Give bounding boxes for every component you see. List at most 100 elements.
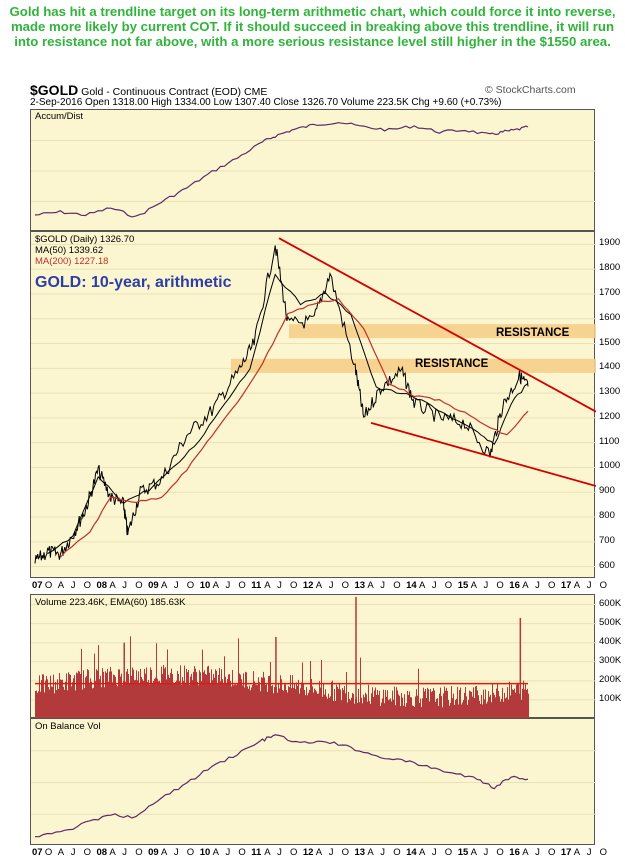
volume-bar [209, 672, 210, 719]
volume-bar [268, 676, 269, 719]
accum-dist-panel: Accum/Dist [30, 109, 596, 231]
volume-bar [281, 679, 282, 719]
volume-bar [462, 702, 463, 719]
volume-bar [383, 689, 384, 719]
x-tick-label: J [380, 580, 386, 591]
instrument-name: Gold - Continuous Contract (EOD) [81, 86, 242, 98]
y-tick-label: 1400 [599, 361, 621, 373]
volume-bar [95, 680, 96, 719]
volume-bar [375, 687, 376, 719]
volume-bar [35, 690, 36, 719]
volume-bar [49, 689, 50, 719]
volume-bar [200, 672, 201, 719]
volume-bar [132, 667, 133, 719]
volume-bar [273, 693, 274, 719]
y-tick-label: 1100 [599, 435, 620, 447]
y-tick-label: 1500 [599, 336, 621, 348]
volume-bar [171, 668, 172, 719]
volume-spike [355, 596, 357, 719]
volume-bar [111, 671, 112, 719]
volume-bar [224, 656, 225, 719]
volume-bar [407, 690, 408, 719]
volume-bar [352, 693, 353, 719]
volume-bar [129, 683, 130, 719]
obv-label: On Balance Vol [35, 721, 101, 732]
volume-bar [103, 671, 104, 719]
volume-bar [401, 693, 402, 719]
x-tick-label: J [586, 580, 592, 591]
volume-bar [151, 669, 152, 719]
x-tick-label: 15 [457, 847, 469, 858]
price-plot [31, 237, 596, 568]
volume-bar [211, 669, 212, 719]
x-tick-label: J [328, 847, 334, 858]
volume-bar [53, 674, 54, 719]
volume-bar [188, 670, 189, 719]
volume-bar [242, 685, 243, 719]
volume-bar [327, 698, 328, 719]
volume-bar [508, 699, 509, 719]
volume-y-axis: 100K 200K 300K 400K 500K 600K [597, 594, 625, 718]
volume-bar [393, 699, 394, 719]
volume-bar [323, 683, 324, 719]
volume-bar [141, 677, 142, 719]
volume-bar [498, 691, 499, 719]
volume-bar [194, 666, 195, 719]
x-tick-label: O [341, 847, 349, 858]
volume-bar [46, 676, 47, 719]
volume-bar [272, 685, 273, 719]
x-tick-label: A [419, 847, 426, 858]
accum-dist-plot [31, 122, 596, 218]
chart-annotation: GOLD: 10-year, arithmetic [35, 274, 232, 291]
volume-bar [40, 691, 41, 719]
volume-bar [64, 689, 65, 719]
volume-bar [55, 681, 56, 719]
volume-bar [192, 680, 193, 719]
volume-bar [486, 703, 487, 719]
x-tick-label: O [290, 580, 298, 591]
volume-bar [492, 682, 493, 719]
volume-bar [438, 705, 439, 719]
volume-bar [379, 690, 380, 719]
x-tick-label: J [173, 580, 179, 591]
volume-bar [514, 688, 515, 719]
volume-bar [265, 684, 266, 719]
volume-bar [207, 666, 208, 719]
accum-dist-line [34, 122, 529, 218]
volume-bar [101, 687, 102, 719]
volume-bar [206, 674, 207, 719]
volume-bar [297, 685, 298, 719]
volume-bar [253, 671, 254, 719]
volume-bar [77, 673, 78, 719]
volume-bar [512, 689, 513, 719]
volume-bar [519, 693, 520, 719]
volume-bar [291, 688, 292, 719]
x-tick-label: O [290, 847, 298, 858]
y-tick-label: 1800 [599, 262, 621, 274]
volume-bar [244, 687, 245, 719]
volume-bar [490, 694, 491, 719]
volume-bar [225, 676, 226, 719]
volume-bar [107, 668, 108, 719]
volume-bar [175, 682, 176, 719]
volume-bar [443, 693, 444, 719]
y-tick-label: 1900 [599, 237, 621, 249]
y-tick-label: 1200 [599, 410, 621, 422]
x-tick-label: A [109, 847, 116, 858]
volume-bar [76, 672, 77, 719]
volume-bar [125, 681, 126, 719]
volume-bar [433, 688, 434, 719]
volume-bar [396, 687, 397, 719]
volume-bar [223, 683, 224, 719]
volume-bar [236, 685, 237, 719]
volume-bar [388, 700, 389, 719]
volume-bar [409, 691, 410, 719]
volume-bar [345, 693, 346, 719]
volume-spike [519, 617, 522, 719]
volume-bar [330, 696, 331, 719]
volume-bar [518, 684, 519, 719]
y-tick-label: 600 [599, 559, 615, 571]
volume-bar [202, 649, 203, 719]
volume-bar [316, 691, 317, 719]
x-tick-label: J [70, 580, 76, 591]
